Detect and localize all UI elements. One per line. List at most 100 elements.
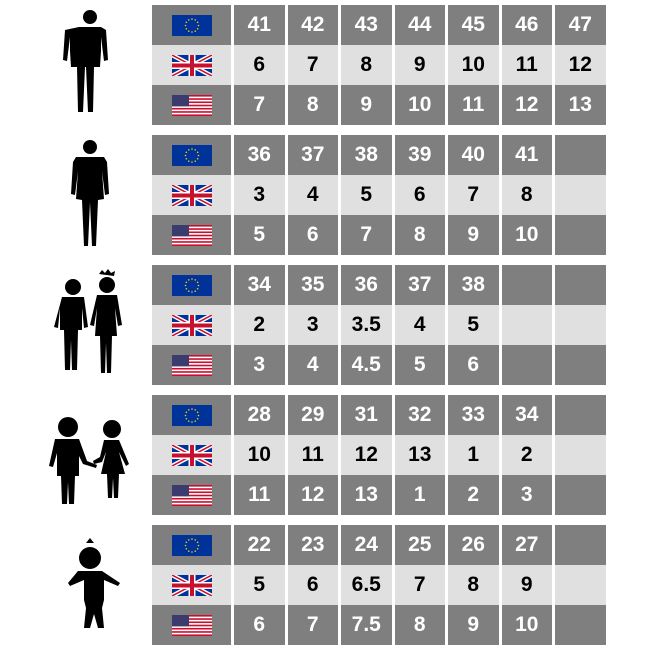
us-flag-icon bbox=[171, 94, 212, 116]
eu-size-cell bbox=[555, 265, 606, 305]
us-flag-icon bbox=[171, 354, 212, 376]
us-size-cell: 6 bbox=[234, 605, 285, 645]
eu-size-cell: 38 bbox=[448, 265, 499, 305]
us-size-cell: 10 bbox=[394, 85, 445, 125]
us-flag-cell bbox=[152, 215, 231, 255]
size-group: 28 29 31 32 33 34 10 11 12 13 1 2 11 12 13 1 2 3 bbox=[0, 395, 650, 515]
uk-size-cell: 7 bbox=[287, 45, 338, 85]
us-size-cell: 4.5 bbox=[341, 345, 392, 385]
us-size-cell: 13 bbox=[555, 85, 606, 125]
us-size-cell: 11 bbox=[234, 475, 285, 515]
eu-size-cell: 38 bbox=[341, 135, 392, 175]
us-size-cell: 9 bbox=[341, 85, 392, 125]
eu-flag-icon bbox=[171, 534, 212, 556]
us-size-cell: 10 bbox=[501, 605, 552, 645]
uk-size-cell: 11 bbox=[501, 45, 552, 85]
toddler-silhouette-icon bbox=[68, 538, 120, 628]
eu-size-cell: 37 bbox=[394, 265, 445, 305]
eu-size-cell: 32 bbox=[394, 395, 445, 435]
eu-size-cell bbox=[555, 525, 606, 565]
uk-size-cell: 3 bbox=[287, 305, 338, 345]
uk-size-cell: 4 bbox=[394, 305, 445, 345]
us-size-cell: 8 bbox=[394, 215, 445, 255]
eu-size-cell: 25 bbox=[394, 525, 445, 565]
eu-size-cell: 42 bbox=[287, 5, 338, 45]
uk-size-cell: 10 bbox=[234, 435, 285, 475]
uk-size-cell: 12 bbox=[341, 435, 392, 475]
eu-flag-cell bbox=[152, 265, 231, 305]
us-size-cell bbox=[555, 475, 606, 515]
eu-size-cell: 41 bbox=[234, 5, 285, 45]
eu-size-row: 34 35 36 37 38 bbox=[152, 265, 608, 305]
eu-flag-icon bbox=[171, 14, 212, 36]
us-size-cell: 12 bbox=[501, 85, 552, 125]
us-size-cell: 1 bbox=[394, 475, 445, 515]
us-size-cell: 7 bbox=[341, 215, 392, 255]
size-table: 34 35 36 37 38 2 3 3.5 4 5 3 4 4.5 5 6 bbox=[152, 265, 608, 385]
uk-size-cell: 6 bbox=[394, 175, 445, 215]
eu-size-cell: 35 bbox=[287, 265, 338, 305]
us-size-cell: 2 bbox=[448, 475, 499, 515]
eu-flag-icon bbox=[171, 274, 212, 296]
eu-size-cell bbox=[555, 135, 606, 175]
eu-size-cell: 26 bbox=[448, 525, 499, 565]
uk-size-cell: 9 bbox=[394, 45, 445, 85]
eu-flag-cell bbox=[152, 395, 231, 435]
eu-size-cell: 24 bbox=[341, 525, 392, 565]
us-size-cell bbox=[555, 215, 606, 255]
uk-size-cell: 6 bbox=[234, 45, 285, 85]
us-flag-cell bbox=[152, 345, 231, 385]
uk-size-cell bbox=[501, 305, 552, 345]
eu-size-cell: 44 bbox=[394, 5, 445, 45]
size-group: 22 23 24 25 26 27 5 6 6.5 7 8 9 6 7 7.5 8 9 10 bbox=[0, 525, 650, 645]
uk-flag-cell bbox=[152, 45, 231, 85]
eu-size-cell: 34 bbox=[234, 265, 285, 305]
uk-size-cell: 8 bbox=[448, 565, 499, 605]
uk-size-cell: 5 bbox=[341, 175, 392, 215]
us-size-cell bbox=[501, 345, 552, 385]
uk-flag-cell bbox=[152, 175, 231, 215]
uk-size-cell: 3.5 bbox=[341, 305, 392, 345]
eu-size-cell: 28 bbox=[234, 395, 285, 435]
eu-size-cell: 31 bbox=[341, 395, 392, 435]
us-size-cell bbox=[555, 345, 606, 385]
teen-children-silhouette-icon bbox=[54, 269, 122, 373]
eu-size-cell: 33 bbox=[448, 395, 499, 435]
uk-flag-icon bbox=[171, 314, 212, 336]
uk-size-row: 5 6 6.5 7 8 9 bbox=[152, 565, 608, 605]
uk-size-cell: 2 bbox=[234, 305, 285, 345]
uk-size-cell: 12 bbox=[555, 45, 606, 85]
uk-size-cell: 10 bbox=[448, 45, 499, 85]
eu-size-cell: 47 bbox=[555, 5, 606, 45]
us-size-row: 11 12 13 1 2 3 bbox=[152, 475, 608, 515]
uk-flag-icon bbox=[171, 184, 212, 206]
size-group: 34 35 36 37 38 2 3 3.5 4 5 3 4 4.5 5 6 bbox=[0, 265, 650, 385]
us-size-cell: 3 bbox=[234, 345, 285, 385]
us-flag-cell bbox=[152, 475, 231, 515]
us-size-cell: 8 bbox=[287, 85, 338, 125]
eu-flag-cell bbox=[152, 135, 231, 175]
eu-size-cell: 37 bbox=[287, 135, 338, 175]
eu-size-cell: 46 bbox=[501, 5, 552, 45]
us-size-cell: 3 bbox=[501, 475, 552, 515]
size-table: 22 23 24 25 26 27 5 6 6.5 7 8 9 6 7 7.5 8 9 10 bbox=[152, 525, 608, 645]
uk-size-cell: 6 bbox=[287, 565, 338, 605]
eu-flag-icon bbox=[171, 144, 212, 166]
us-size-row: 5 6 7 8 9 10 bbox=[152, 215, 608, 255]
uk-size-cell bbox=[555, 175, 606, 215]
eu-size-cell: 41 bbox=[501, 135, 552, 175]
us-size-cell: 8 bbox=[394, 605, 445, 645]
uk-size-row: 6 7 8 9 10 11 12 bbox=[152, 45, 608, 85]
eu-size-cell: 27 bbox=[501, 525, 552, 565]
eu-size-cell: 36 bbox=[341, 265, 392, 305]
us-flag-icon bbox=[171, 484, 212, 506]
us-size-cell: 7 bbox=[234, 85, 285, 125]
uk-size-cell: 5 bbox=[234, 565, 285, 605]
us-size-cell: 5 bbox=[234, 215, 285, 255]
eu-size-row: 36 37 38 39 40 41 bbox=[152, 135, 608, 175]
uk-size-cell: 3 bbox=[234, 175, 285, 215]
us-size-cell: 6 bbox=[448, 345, 499, 385]
eu-flag-icon bbox=[171, 404, 212, 426]
us-size-cell: 5 bbox=[394, 345, 445, 385]
